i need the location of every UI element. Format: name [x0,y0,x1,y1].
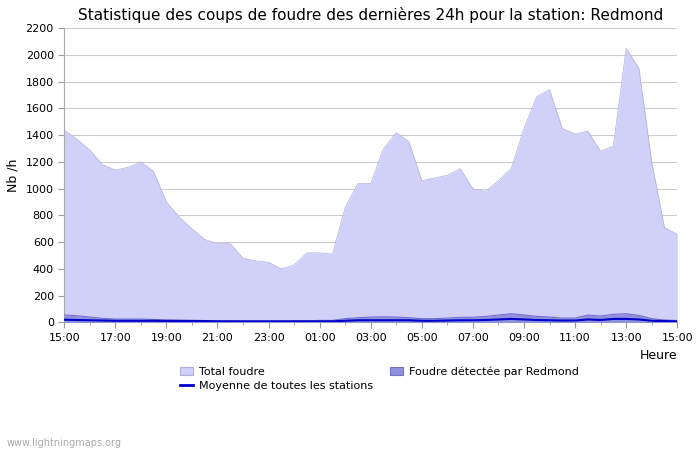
Title: Statistique des coups de foudre des dernières 24h pour la station: Redmond: Statistique des coups de foudre des dern… [78,7,664,23]
Text: www.lightningmaps.org: www.lightningmaps.org [7,438,122,448]
Y-axis label: Nb /h: Nb /h [7,159,20,192]
Text: Heure: Heure [640,349,677,362]
Legend: Total foudre, Moyenne de toutes les stations, Foudre détectée par Redmond: Total foudre, Moyenne de toutes les stat… [180,366,578,391]
